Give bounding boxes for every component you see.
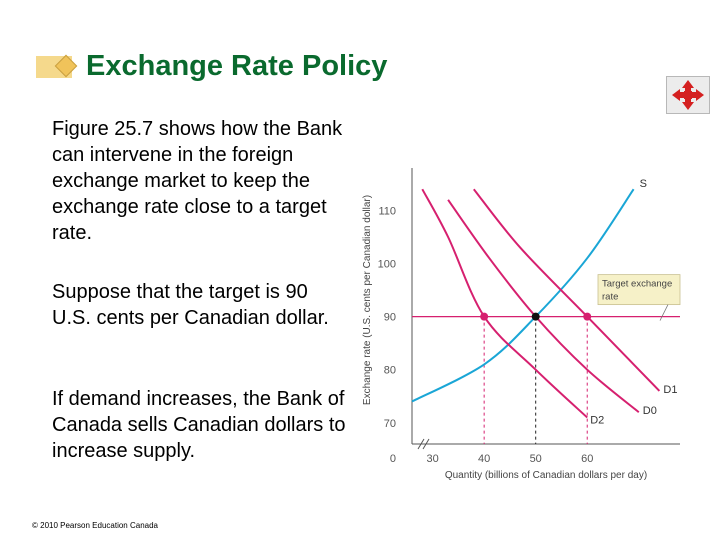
y-axis-label: Exchange rate (U.S. cents per Canadian d… <box>362 195 373 405</box>
target-label-pointer <box>659 304 669 321</box>
intro-paragraph: Figure 25.7 shows how the Bank can inter… <box>52 118 343 244</box>
demand-curve-d0-label: D0 <box>643 405 657 417</box>
slide-title: Exchange Rate Policy <box>86 50 388 82</box>
equilibrium-point <box>531 312 540 321</box>
x-tick-label: 50 <box>530 453 542 465</box>
y-tick-label: 80 <box>384 365 396 377</box>
demand-curve-d0 <box>447 199 640 413</box>
demand-curve-d1-label: D1 <box>663 384 677 396</box>
intervention-point <box>480 312 489 321</box>
target-paragraph: Suppose that the target is 90 U.S. cents… <box>52 281 329 329</box>
nav-button[interactable] <box>666 76 710 114</box>
intervention-point <box>583 312 592 321</box>
x-tick-label: 40 <box>478 453 490 465</box>
y-tick-label: 100 <box>378 259 396 271</box>
axis-break-mark <box>417 438 430 450</box>
target-label-line1: Target exchange <box>602 279 672 290</box>
four-way-arrow-icon <box>672 80 704 110</box>
target-label-line2: rate <box>602 292 618 303</box>
demand-curve-d2-label: D2 <box>590 414 604 426</box>
x-tick-label: 60 <box>581 453 593 465</box>
x-tick-label: 30 <box>426 453 438 465</box>
origin-label: 0 <box>390 453 396 465</box>
demand-curve-d2 <box>421 188 588 419</box>
y-tick-label: 90 <box>384 312 396 324</box>
target-label-box <box>597 274 681 306</box>
exchange-rate-chart: 70 80 90 100 110 30 40 50 60 0 Quantity (billions … <box>362 168 681 480</box>
demand-curve-d1 <box>473 188 661 392</box>
supply-curve-label: S <box>640 178 647 190</box>
y-tick-label: 110 <box>378 205 396 217</box>
intervention-paragraph: If demand increases, the Bank of Canada … <box>52 388 346 462</box>
copyright-notice: © 2010 Pearson Education Canada <box>32 521 158 530</box>
y-tick-label: 70 <box>384 418 396 430</box>
x-axis-label: Quantity (billions of Canadian dollars p… <box>445 470 647 480</box>
